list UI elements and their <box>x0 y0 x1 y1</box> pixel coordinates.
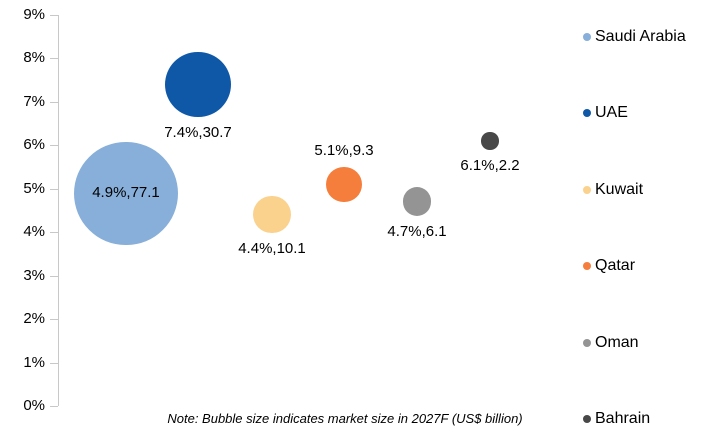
y-axis-tick-mark <box>50 58 58 60</box>
y-axis-tick-mark <box>50 188 58 190</box>
y-axis-line <box>58 15 59 406</box>
legend-dot-uae <box>583 109 591 118</box>
y-axis-tick-mark <box>50 319 58 321</box>
legend-item-qatar: Qatar <box>583 257 701 275</box>
legend-dot-kuwait <box>583 185 591 194</box>
y-axis-tick-mark <box>50 145 58 147</box>
y-axis-tick-label: 2% <box>23 310 45 328</box>
bubble-saudi-arabia <box>74 141 178 245</box>
bubble-qatar <box>326 166 362 203</box>
chart-note: Note: Bubble size indicates market size … <box>167 411 523 426</box>
bubble-label-oman: 4.7%,6.1 <box>387 223 447 241</box>
legend-label: UAE <box>595 104 628 122</box>
y-axis-tick-label: 4% <box>23 223 45 241</box>
bubble-label-saudi-arabia: 4.9%,77.1 <box>92 184 160 202</box>
legend-label: Bahrain <box>595 409 651 427</box>
y-axis-tick-mark <box>50 15 58 16</box>
legend-item-kuwait: Kuwait <box>583 181 701 199</box>
y-axis-tick-mark <box>50 101 58 103</box>
y-axis-tick-label: 1% <box>23 353 45 371</box>
y-axis-tick-label: 8% <box>23 49 45 67</box>
y-axis-tick-mark <box>50 275 58 277</box>
legend-label: Kuwait <box>595 180 644 198</box>
legend-label: Saudi Arabia <box>595 28 686 45</box>
y-axis-tick-label: 6% <box>23 136 45 154</box>
legend-item-oman: Oman <box>583 334 701 352</box>
legend-dot-qatar <box>583 262 591 271</box>
legend-dot-saudi-arabia <box>583 33 591 41</box>
bubble-label-bahrain: 6.1%,2.2 <box>460 156 520 174</box>
bubble-label-qatar: 5.1%,9.3 <box>314 141 374 159</box>
legend-label: Qatar <box>595 257 636 275</box>
y-axis-tick-label: 7% <box>23 92 45 110</box>
bubble-label-uae: 7.4%,30.7 <box>164 124 232 142</box>
y-axis-tick-mark <box>50 362 58 364</box>
legend-item-saudi-arabia: Saudi Arabia <box>583 28 701 46</box>
bubble-label-kuwait: 4.4%,10.1 <box>238 240 306 258</box>
y-axis-tick-mark <box>50 232 58 234</box>
y-axis-tick-mark <box>50 406 58 407</box>
legend-item-uae: UAE <box>583 104 701 122</box>
legend-label: Oman <box>595 333 639 351</box>
y-axis-tick-label: 9% <box>23 6 45 23</box>
bubble-bahrain <box>481 132 499 150</box>
y-axis-tick-label: 0% <box>23 397 45 414</box>
bubble-uae <box>165 51 231 118</box>
legend-dot-bahrain <box>583 414 591 423</box>
legend-item-bahrain: Bahrain <box>583 410 701 428</box>
y-axis-tick-label: 3% <box>23 266 45 284</box>
legend-dot-oman <box>583 338 591 347</box>
bubble-kuwait <box>253 196 291 234</box>
bubble-oman <box>402 187 432 217</box>
y-axis-tick-label: 5% <box>23 179 45 197</box>
legend: Saudi Arabia UAE Kuwait Qatar Oman Bahrain <box>583 28 701 428</box>
